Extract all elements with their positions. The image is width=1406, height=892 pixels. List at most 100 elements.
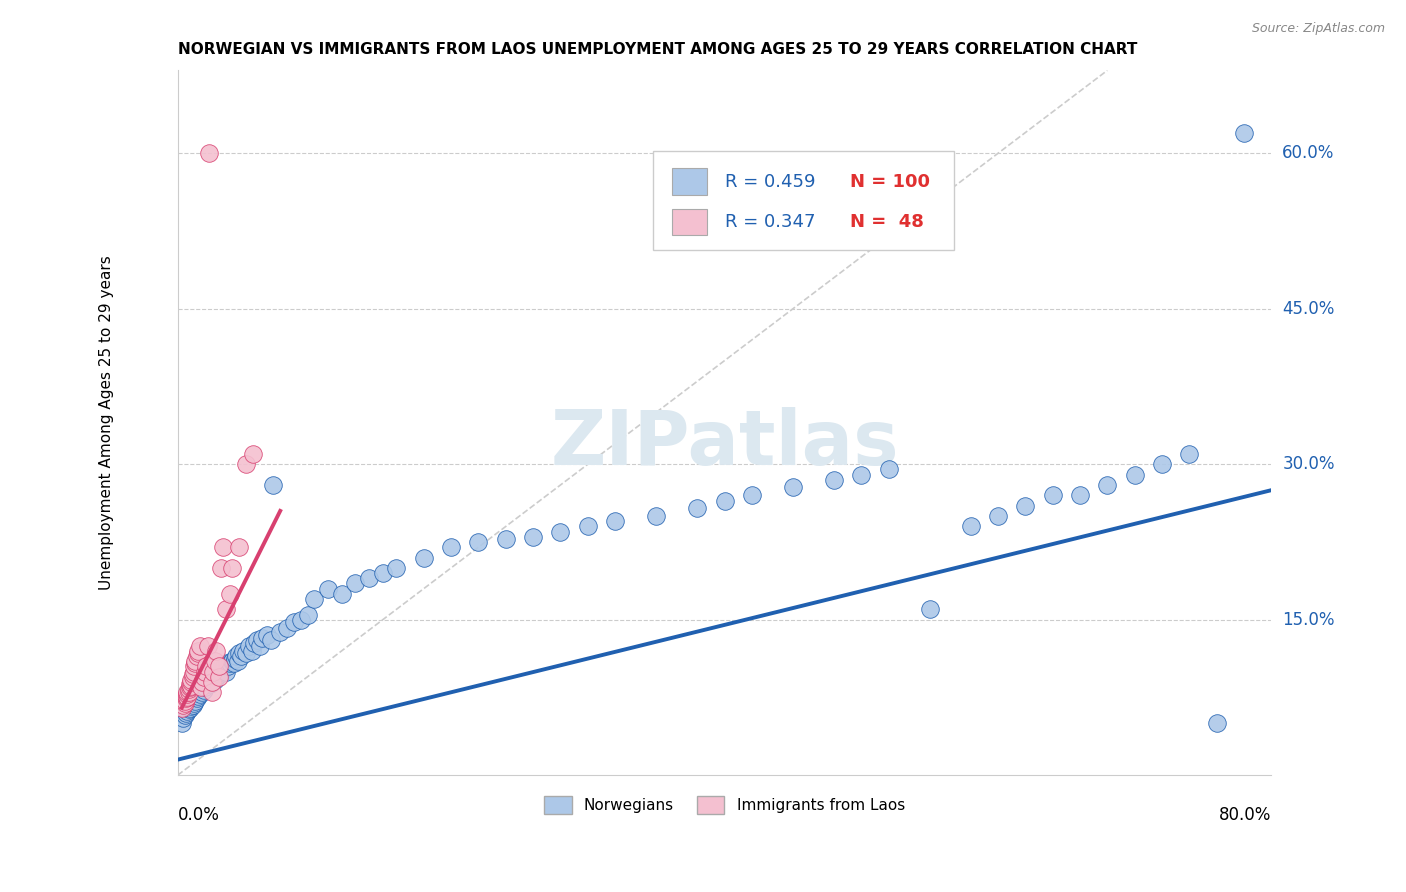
- Point: [467, 535, 489, 549]
- Point: [193, 683, 215, 698]
- Point: [172, 711, 194, 725]
- FancyBboxPatch shape: [654, 152, 955, 250]
- Point: [191, 685, 214, 699]
- Point: [201, 674, 224, 689]
- Point: [173, 696, 195, 710]
- Point: [190, 683, 212, 698]
- Point: [170, 716, 193, 731]
- Point: [200, 677, 222, 691]
- Text: 80.0%: 80.0%: [1219, 806, 1271, 824]
- Point: [202, 665, 225, 679]
- Point: [188, 687, 211, 701]
- Point: [190, 680, 212, 694]
- Point: [208, 659, 231, 673]
- Point: [183, 696, 205, 710]
- Point: [180, 698, 202, 713]
- Point: [290, 613, 312, 627]
- Point: [823, 473, 845, 487]
- Point: [232, 644, 254, 658]
- Point: [359, 571, 381, 585]
- Point: [202, 670, 225, 684]
- Point: [304, 592, 326, 607]
- Point: [177, 682, 200, 697]
- Point: [181, 693, 204, 707]
- Point: [170, 701, 193, 715]
- Point: [209, 665, 232, 679]
- Point: [918, 602, 941, 616]
- Text: 30.0%: 30.0%: [1282, 455, 1334, 474]
- Point: [176, 687, 198, 701]
- Text: Source: ZipAtlas.com: Source: ZipAtlas.com: [1251, 22, 1385, 36]
- Text: N =  48: N = 48: [851, 213, 924, 231]
- Point: [207, 666, 229, 681]
- Point: [181, 698, 204, 712]
- Point: [197, 674, 219, 689]
- Point: [209, 561, 232, 575]
- Text: R = 0.347: R = 0.347: [724, 213, 815, 231]
- Point: [211, 540, 233, 554]
- Point: [605, 514, 627, 528]
- Point: [214, 665, 236, 679]
- Point: [191, 680, 214, 694]
- Point: [1097, 478, 1119, 492]
- Point: [240, 644, 263, 658]
- Point: [522, 530, 544, 544]
- Point: [177, 702, 200, 716]
- Point: [209, 666, 232, 681]
- Point: [217, 659, 239, 673]
- Bar: [672, 209, 707, 235]
- Point: [256, 628, 278, 642]
- Point: [218, 587, 240, 601]
- Point: [176, 704, 198, 718]
- Point: [173, 708, 195, 723]
- Point: [204, 654, 226, 668]
- Point: [191, 674, 214, 689]
- Text: 0.0%: 0.0%: [177, 806, 219, 824]
- Point: [186, 691, 208, 706]
- Point: [221, 561, 243, 575]
- Text: NORWEGIAN VS IMMIGRANTS FROM LAOS UNEMPLOYMENT AMONG AGES 25 TO 29 YEARS CORRELA: NORWEGIAN VS IMMIGRANTS FROM LAOS UNEMPL…: [177, 42, 1137, 57]
- Point: [259, 633, 281, 648]
- Point: [249, 639, 271, 653]
- Point: [204, 673, 226, 687]
- Point: [235, 457, 257, 471]
- Point: [177, 685, 200, 699]
- Point: [184, 693, 207, 707]
- Point: [195, 677, 218, 691]
- Point: [180, 674, 202, 689]
- Point: [194, 665, 217, 679]
- Point: [1178, 447, 1201, 461]
- Point: [181, 670, 204, 684]
- Point: [238, 639, 260, 653]
- Point: [183, 665, 205, 679]
- Point: [205, 644, 228, 658]
- Point: [176, 690, 198, 705]
- Point: [179, 701, 201, 715]
- Point: [180, 679, 202, 693]
- Point: [184, 657, 207, 671]
- Text: ZIPatlas: ZIPatlas: [550, 407, 898, 481]
- Point: [385, 561, 408, 575]
- Point: [173, 693, 195, 707]
- Bar: [672, 169, 707, 195]
- Point: [205, 670, 228, 684]
- Point: [218, 657, 240, 671]
- Point: [243, 635, 266, 649]
- Point: [180, 673, 202, 687]
- Point: [645, 509, 668, 524]
- Point: [174, 706, 197, 720]
- Point: [208, 670, 231, 684]
- Point: [187, 690, 209, 704]
- Point: [221, 654, 243, 668]
- Point: [371, 566, 394, 580]
- Point: [184, 654, 207, 668]
- Point: [211, 663, 233, 677]
- Point: [186, 648, 208, 663]
- Point: [224, 652, 246, 666]
- Point: [193, 670, 215, 684]
- Point: [184, 687, 207, 701]
- Point: [174, 690, 197, 704]
- Point: [187, 685, 209, 699]
- Text: 60.0%: 60.0%: [1282, 145, 1334, 162]
- Point: [181, 666, 204, 681]
